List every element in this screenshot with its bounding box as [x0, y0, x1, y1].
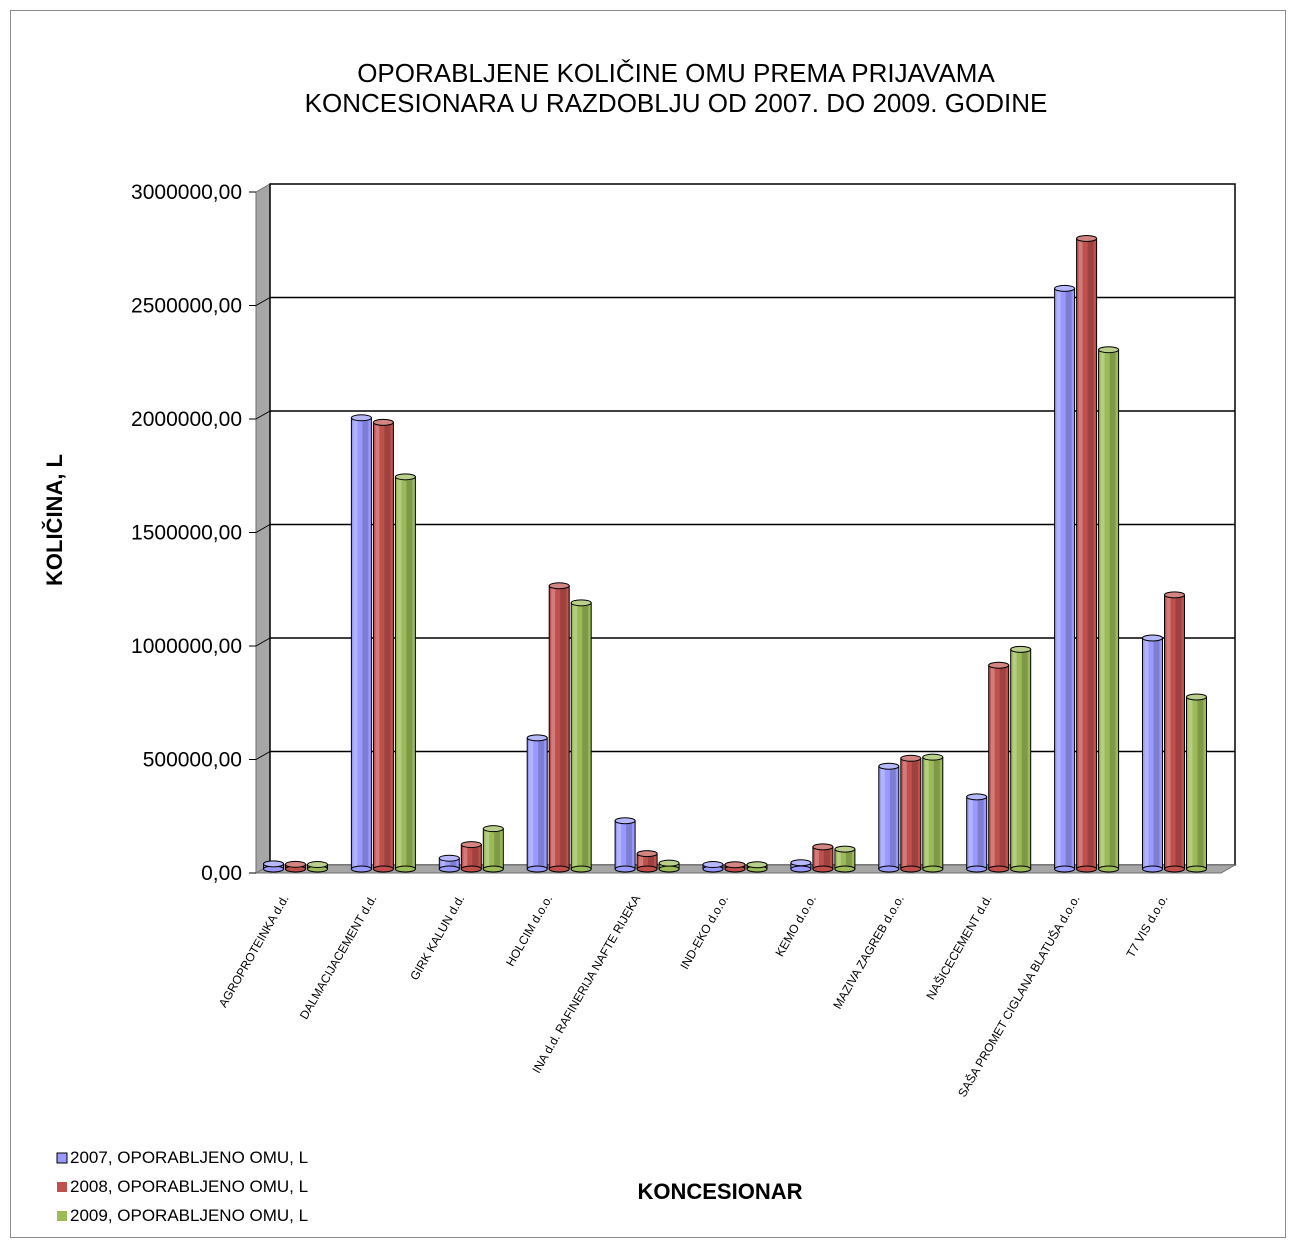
bar: [1142, 634, 1163, 873]
bar: [878, 762, 900, 873]
gridline-side: [255, 637, 271, 647]
bar: [636, 850, 658, 873]
bar: [702, 861, 724, 873]
bar: [812, 843, 834, 873]
legend-item: 2007, OPORABLJENO OMU, L: [56, 1148, 308, 1167]
bars: [263, 234, 1207, 873]
category-label: KEMO d.o.o.: [773, 893, 819, 959]
bar: [394, 473, 416, 873]
legend-swatch: [57, 1182, 67, 1192]
y-tick-label: 500000,00: [143, 749, 242, 772]
chart-title-line-1: OPORABLJENE KOLIČINE OMU PREMA PRIJAVAMA: [357, 58, 995, 88]
y-axis-title: KOLIČINA, L: [42, 454, 67, 586]
bar: [922, 753, 944, 873]
bar: [966, 793, 988, 873]
legend-swatch: [56, 1152, 68, 1164]
category-label: DALMACIJACEMENT d.d.: [297, 893, 380, 1022]
bar: [790, 859, 812, 873]
bar: [614, 817, 636, 873]
category-label: INA d.d. RAFINERIJA NAFTE RIJEKA: [529, 893, 643, 1076]
bar: [372, 418, 394, 873]
y-tick-label: 1500000,00: [131, 522, 242, 545]
legend-label: 2007, OPORABLJENO OMU, L: [70, 1148, 308, 1167]
category-label: GIRK KALUN d.d.: [407, 893, 467, 983]
bar: [1010, 645, 1032, 873]
y-tick-label: 1000000,00: [131, 635, 242, 658]
bar: [1054, 284, 1076, 873]
bar: [482, 825, 504, 873]
bar: [285, 860, 306, 873]
bar: [658, 859, 680, 873]
bar: [263, 860, 284, 873]
bar: [1186, 693, 1207, 873]
category-label: IND-EKO d.o.o.: [677, 893, 731, 972]
gridline-side: [255, 297, 271, 306]
chart-frame: [10, 10, 1286, 1238]
category-label: HOLCIM d.o.o.: [503, 893, 555, 969]
category-label: T7 VIS d.o.o.: [1123, 893, 1170, 961]
gridline-side: [255, 524, 271, 533]
gridline-side: [255, 751, 271, 760]
legend-item: 2008, OPORABLJENO OMU, L: [57, 1177, 308, 1196]
y-axis-ticks: 0,00 500000,00 1000000,00 1500000,00 2000000…: [131, 181, 256, 885]
category-label: NAŠICECEMENT d.d.: [923, 892, 995, 1002]
bar: [1076, 234, 1098, 873]
bar: [350, 414, 372, 873]
legend-label: 2009, OPORABLJENO OMU, L: [70, 1206, 308, 1225]
bar: [570, 599, 592, 873]
bar: [900, 754, 922, 873]
bar: [746, 861, 768, 873]
y-tick-label: 2500000,00: [131, 295, 242, 318]
legend: 2007, OPORABLJENO OMU, L 2008, OPORABLJEN…: [56, 1148, 308, 1225]
bar: [1098, 346, 1120, 873]
bar: [834, 845, 856, 873]
y-tick-label: 2000000,00: [131, 408, 242, 431]
legend-label: 2008, OPORABLJENO OMU, L: [70, 1177, 308, 1196]
legend-item: 2009, OPORABLJENO OMU, L: [57, 1206, 308, 1225]
category-label: AGROPROTEINKA d.d.: [216, 893, 292, 1010]
y-tick-label: 0,00: [201, 862, 242, 885]
gridline-side: [255, 410, 271, 420]
bar: [988, 661, 1010, 873]
bar: [460, 841, 482, 873]
bar: [438, 854, 460, 873]
x-axis-title: KONCESIONAR: [637, 1179, 802, 1204]
legend-swatch: [57, 1211, 67, 1221]
bar: [548, 582, 570, 873]
bar: [724, 861, 746, 873]
bar: [307, 861, 328, 873]
bar: [526, 734, 548, 873]
y-tick-label: 3000000,00: [131, 181, 242, 204]
category-label: MAZIVA ZAGREB d.o.o.: [830, 893, 907, 1012]
bar: [1164, 591, 1185, 873]
category-labels: AGROPROTEINKA d.d. DALMACIJACEMENT d.d. GI…: [216, 892, 1171, 1100]
chart-title-line-2: KONCESIONARA U RAZDOBLJU OD 2007. DO 200…: [305, 88, 1048, 118]
